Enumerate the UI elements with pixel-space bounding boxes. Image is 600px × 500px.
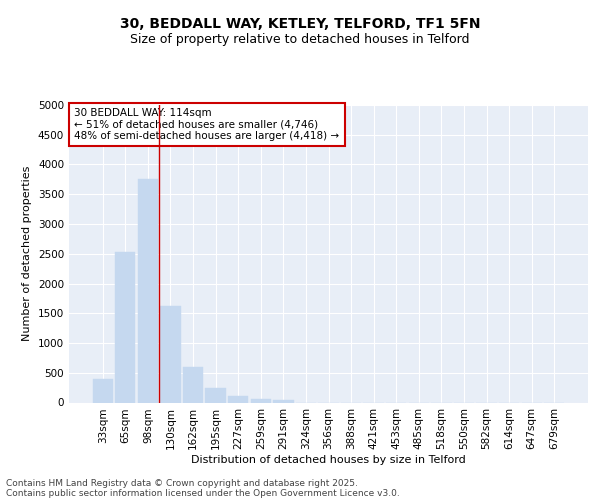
Text: 30 BEDDALL WAY: 114sqm
← 51% of detached houses are smaller (4,746)
48% of semi-: 30 BEDDALL WAY: 114sqm ← 51% of detached…: [74, 108, 340, 141]
Bar: [251, 399, 271, 402]
Bar: [160, 306, 181, 402]
Text: Contains HM Land Registry data © Crown copyright and database right 2025.: Contains HM Land Registry data © Crown c…: [6, 478, 358, 488]
Bar: [273, 400, 293, 402]
X-axis label: Distribution of detached houses by size in Telford: Distribution of detached houses by size …: [191, 455, 466, 465]
Bar: [92, 378, 113, 402]
Bar: [183, 367, 203, 402]
Bar: [228, 396, 248, 402]
Text: Contains public sector information licensed under the Open Government Licence v3: Contains public sector information licen…: [6, 488, 400, 498]
Bar: [115, 252, 136, 402]
Text: 30, BEDDALL WAY, KETLEY, TELFORD, TF1 5FN: 30, BEDDALL WAY, KETLEY, TELFORD, TF1 5F…: [120, 18, 480, 32]
Bar: [205, 388, 226, 402]
Bar: [138, 179, 158, 402]
Text: Size of property relative to detached houses in Telford: Size of property relative to detached ho…: [130, 32, 470, 46]
Y-axis label: Number of detached properties: Number of detached properties: [22, 166, 32, 342]
